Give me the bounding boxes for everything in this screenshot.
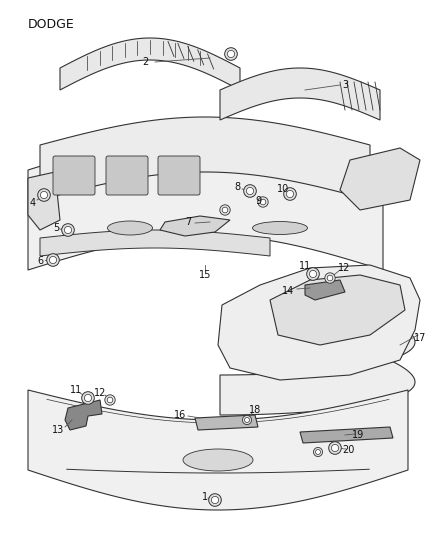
- Circle shape: [260, 199, 266, 205]
- Polygon shape: [160, 216, 230, 236]
- Text: 11: 11: [70, 385, 82, 395]
- Circle shape: [225, 47, 237, 60]
- Circle shape: [327, 275, 333, 281]
- Polygon shape: [270, 275, 405, 345]
- Text: 1: 1: [202, 492, 208, 502]
- Circle shape: [85, 394, 92, 401]
- Text: 19: 19: [352, 430, 364, 440]
- Ellipse shape: [183, 449, 253, 471]
- Circle shape: [62, 224, 74, 236]
- Circle shape: [284, 188, 296, 200]
- Text: 6: 6: [37, 256, 43, 266]
- Circle shape: [309, 270, 317, 278]
- Text: 16: 16: [174, 410, 186, 420]
- Polygon shape: [60, 38, 240, 90]
- Text: 11: 11: [299, 261, 311, 271]
- Polygon shape: [40, 117, 370, 200]
- Circle shape: [314, 447, 322, 457]
- Polygon shape: [305, 280, 345, 300]
- Circle shape: [243, 415, 251, 425]
- Text: 7: 7: [185, 217, 191, 227]
- Polygon shape: [40, 230, 270, 256]
- Circle shape: [325, 273, 335, 283]
- FancyBboxPatch shape: [158, 156, 200, 195]
- Text: 15: 15: [199, 270, 211, 280]
- Polygon shape: [28, 135, 383, 270]
- Polygon shape: [220, 68, 380, 120]
- Circle shape: [332, 445, 339, 451]
- Circle shape: [247, 188, 254, 195]
- Circle shape: [220, 205, 230, 215]
- Polygon shape: [195, 415, 258, 430]
- Text: DODGE: DODGE: [28, 18, 75, 31]
- Text: 12: 12: [338, 263, 350, 273]
- Circle shape: [286, 190, 293, 198]
- Text: 10: 10: [277, 184, 289, 194]
- Circle shape: [47, 254, 59, 266]
- Circle shape: [258, 197, 268, 207]
- Text: 2: 2: [142, 57, 148, 67]
- Text: 5: 5: [53, 223, 59, 233]
- Circle shape: [227, 51, 235, 58]
- Text: 9: 9: [255, 196, 261, 206]
- Polygon shape: [220, 293, 415, 415]
- Text: 20: 20: [342, 445, 354, 455]
- Circle shape: [212, 496, 219, 504]
- Polygon shape: [300, 427, 393, 443]
- FancyBboxPatch shape: [106, 156, 148, 195]
- Circle shape: [307, 268, 319, 280]
- Text: 13: 13: [52, 425, 64, 435]
- Ellipse shape: [107, 221, 152, 235]
- Circle shape: [40, 191, 48, 199]
- Text: 12: 12: [94, 388, 106, 398]
- Circle shape: [105, 395, 115, 405]
- Polygon shape: [28, 390, 408, 510]
- Circle shape: [244, 417, 250, 423]
- Text: 4: 4: [30, 198, 36, 208]
- FancyBboxPatch shape: [53, 156, 95, 195]
- Text: 17: 17: [414, 333, 426, 343]
- Circle shape: [244, 185, 256, 197]
- Ellipse shape: [252, 222, 307, 235]
- Text: 3: 3: [342, 80, 348, 90]
- Circle shape: [82, 392, 94, 405]
- Circle shape: [222, 207, 228, 213]
- Circle shape: [208, 494, 221, 506]
- Circle shape: [64, 227, 71, 233]
- Polygon shape: [340, 148, 420, 210]
- Polygon shape: [65, 400, 102, 430]
- Circle shape: [315, 449, 321, 455]
- Circle shape: [107, 397, 113, 403]
- Circle shape: [49, 256, 57, 264]
- Circle shape: [328, 442, 341, 454]
- Polygon shape: [28, 172, 60, 230]
- Text: 14: 14: [282, 286, 294, 296]
- Text: 18: 18: [249, 405, 261, 415]
- Circle shape: [38, 189, 50, 201]
- Polygon shape: [218, 265, 420, 380]
- Text: 8: 8: [234, 182, 240, 192]
